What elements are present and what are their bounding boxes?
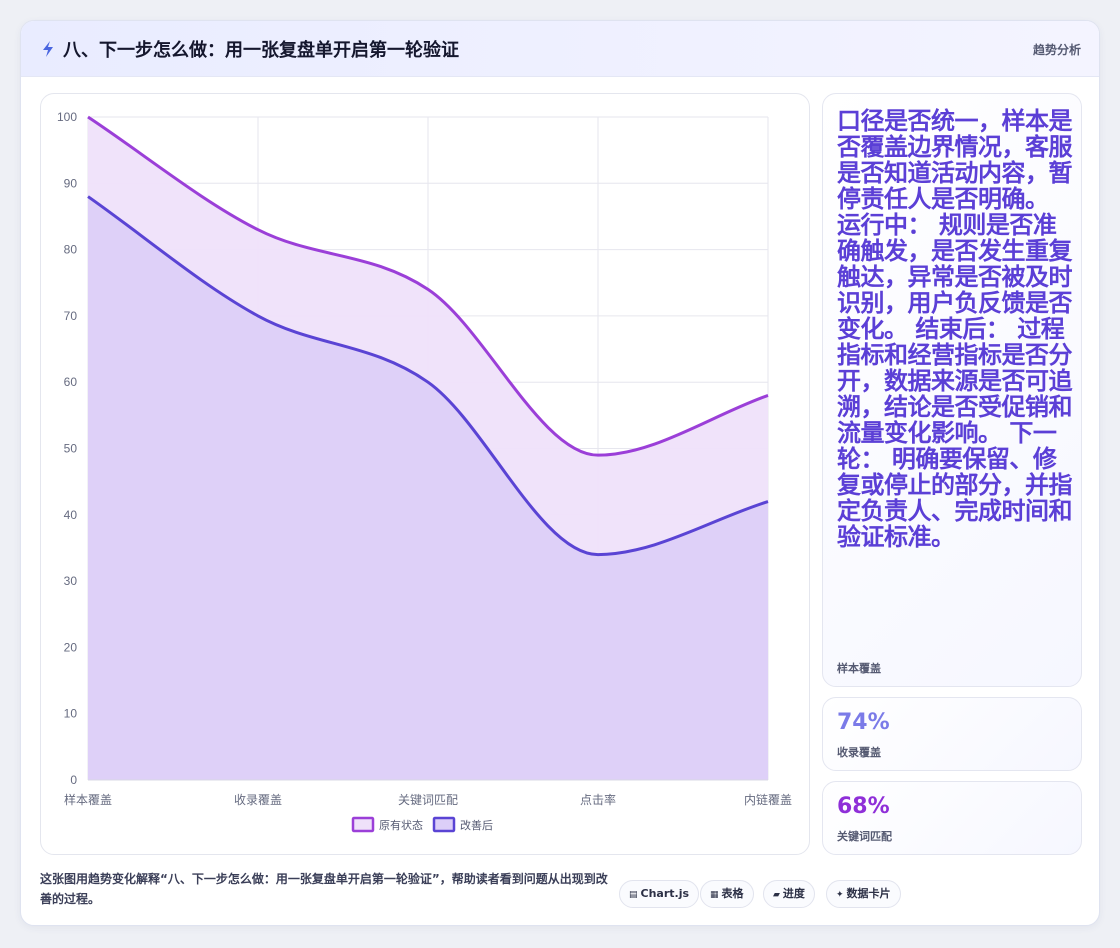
y-tick-label: 80 — [64, 243, 78, 257]
x-tick-label: 样本覆盖 — [64, 792, 112, 807]
chart-icon: ▤ — [629, 890, 638, 900]
y-tick-label: 60 — [64, 375, 78, 389]
y-tick-label: 20 — [64, 640, 78, 654]
table-icon: ▦ — [710, 890, 719, 900]
legend-swatch-2 — [432, 816, 456, 833]
chart-caption: 这张图用趋势变化解释“八、下一步怎么做：用一张复盘单开启第一轮验证”，帮助读者看… — [40, 872, 608, 906]
pill-label: Chart.js — [640, 887, 690, 900]
stat-card-1: 74% 收录覆盖 — [822, 697, 1082, 771]
y-tick-label: 90 — [64, 176, 78, 190]
y-tick-label: 10 — [64, 707, 78, 721]
summary-label: 样本覆盖 — [837, 662, 881, 675]
series-line-1 — [87, 115, 769, 457]
x-tick-label: 内链覆盖 — [744, 792, 792, 807]
header-tag: 趋势分析 — [1032, 43, 1081, 57]
legend-label-2: 改善后 — [460, 818, 493, 832]
stat-value-2: 68% — [837, 794, 890, 819]
progress-icon: ▰ — [773, 890, 780, 900]
page-title: 八、下一步怎么做：用一张复盘单开启第一轮验证 — [63, 40, 459, 61]
pill-chartjs[interactable]: ▤ Chart.js — [619, 880, 700, 908]
y-tick-label: 30 — [64, 574, 78, 588]
main-card: 八、下一步怎么做：用一张复盘单开启第一轮验证 趋势分析 100 90 80 70 60 5… — [20, 20, 1100, 926]
pill-label: 数据卡片 — [846, 887, 891, 900]
y-tick-label: 40 — [64, 508, 78, 522]
series-line-2 — [87, 195, 769, 557]
area-fill-2 — [88, 196, 768, 780]
y-tick-label: 100 — [57, 110, 77, 124]
stat-value-1: 74% — [837, 710, 890, 735]
y-tick-label: 70 — [64, 309, 78, 323]
pill-progress[interactable]: ▰ 进度 — [763, 880, 815, 908]
summary-card: 口径是否统一，样本是否覆盖边界情况，客服是否知道活动内容，暂停责任人是否明确。 … — [822, 93, 1082, 687]
stat-card-2: 68% 关键词匹配 — [822, 781, 1082, 855]
pill-data-card[interactable]: ✦ 数据卡片 — [826, 880, 901, 908]
chart-panel: 100 90 80 70 60 50 40 30 20 10 0 样本覆盖 收录覆盖 关键词匹配 点击率 内链… — [40, 93, 810, 855]
x-tick-label: 关键词匹配 — [398, 793, 458, 807]
stat-label-1: 收录覆盖 — [837, 746, 881, 759]
pill-label: 进度 — [782, 887, 805, 900]
x-tick-label: 收录覆盖 — [234, 793, 282, 807]
legend-label-1: 原有状态 — [379, 818, 423, 832]
stat-label-2: 关键词匹配 — [837, 830, 892, 843]
sparkle-icon: ✦ — [836, 890, 844, 900]
pill-label: 表格 — [721, 887, 744, 900]
lightning-icon — [43, 41, 53, 57]
pill-table[interactable]: ▦ 表格 — [700, 880, 754, 908]
summary-text: 口径是否统一，样本是否覆盖边界情况，客服是否知道活动内容，暂停责任人是否明确。 … — [837, 107, 1073, 551]
y-tick-label: 50 — [64, 442, 78, 456]
legend-swatch-1 — [351, 816, 375, 833]
card-header: 八、下一步怎么做：用一张复盘单开启第一轮验证 趋势分析 — [21, 21, 1099, 77]
y-tick-label: 0 — [70, 773, 77, 787]
x-tick-label: 点击率 — [580, 792, 616, 807]
